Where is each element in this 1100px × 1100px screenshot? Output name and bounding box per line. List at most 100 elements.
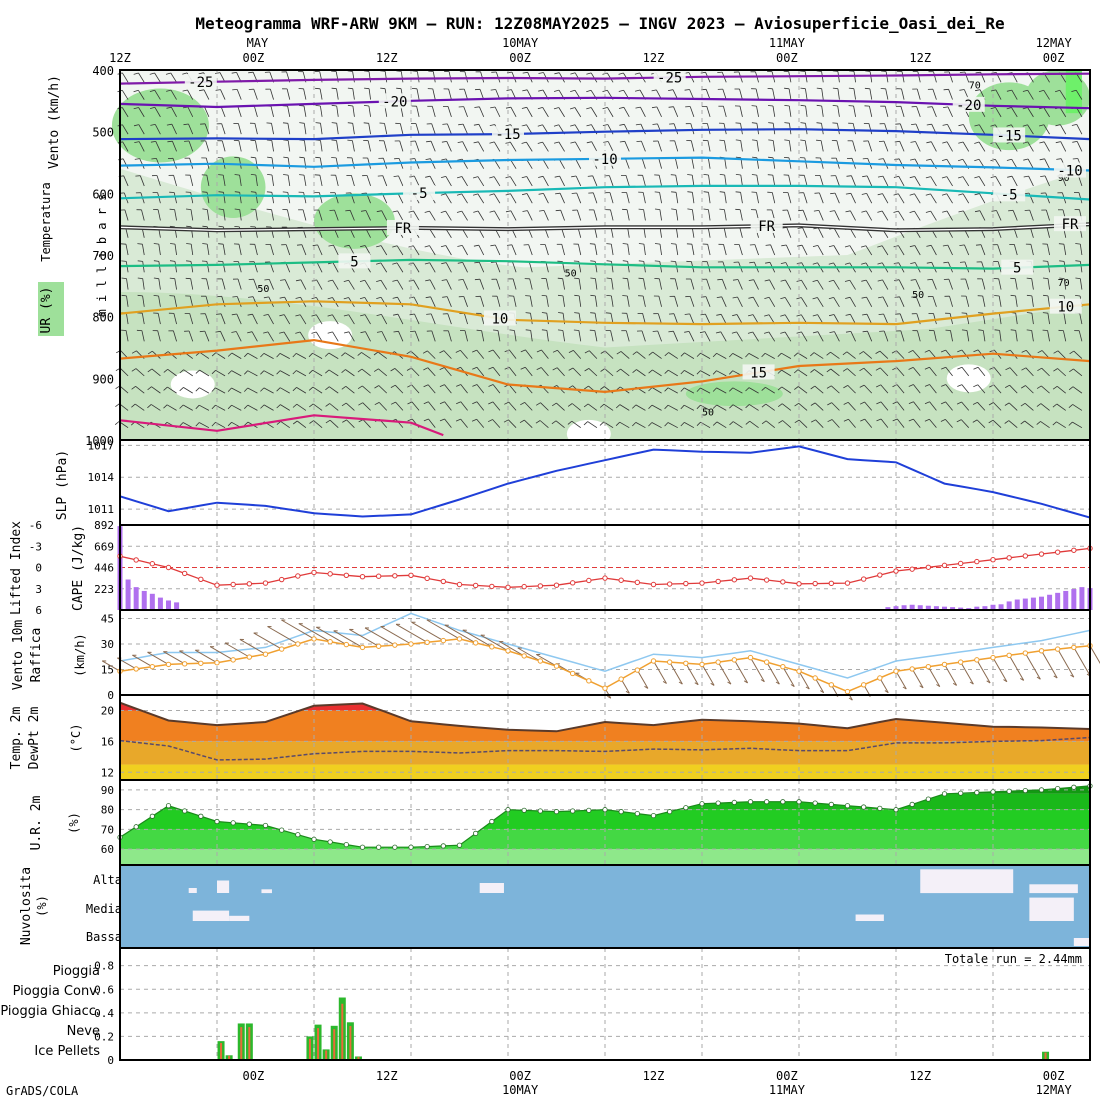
wind-barb-flag — [892, 418, 898, 422]
wind-point — [796, 668, 802, 674]
wind-barb — [1079, 244, 1083, 256]
wind-barb — [446, 141, 452, 152]
wind-barb-flag — [115, 403, 120, 408]
wind-barb — [805, 88, 808, 100]
cape-bar — [1022, 598, 1028, 610]
wind-barb-flag — [957, 349, 963, 353]
wind-barb-flag — [956, 419, 962, 423]
wind-barb-flag — [234, 226, 240, 228]
wind-barb-flag — [215, 330, 221, 333]
wind-barb — [965, 296, 970, 307]
wind-barb-flag — [537, 124, 543, 127]
wind-point — [860, 682, 867, 688]
wind-barb — [848, 419, 856, 428]
isotherm-label: -10 — [1057, 164, 1082, 180]
cape-bar — [1079, 587, 1085, 610]
wind-barb — [627, 278, 630, 290]
wind-barb-flag — [845, 313, 851, 316]
wind-barb — [641, 158, 646, 169]
wind-barb-flag — [423, 384, 429, 388]
wind-barb — [964, 244, 970, 256]
wind-barb-flag — [488, 384, 494, 387]
wind-barb — [896, 418, 905, 428]
wind-barb — [981, 278, 986, 290]
wind-barb-flag — [1069, 350, 1075, 355]
wind-barb-flag — [973, 349, 979, 353]
wind-barb — [961, 366, 970, 377]
wind-barb-flag — [131, 403, 136, 408]
wind-barb — [732, 387, 743, 394]
wind-barb-flag — [908, 418, 914, 422]
wind-barbs — [114, 70, 1083, 429]
wind-arrow — [733, 659, 749, 684]
wind-barb-flag — [940, 401, 946, 405]
wind-barb — [299, 331, 307, 342]
wind-barb-flag — [1020, 385, 1026, 389]
wind-barb-flag — [227, 370, 232, 375]
wind-barb-flag — [474, 278, 480, 281]
wind-barb — [126, 295, 129, 307]
wind-barb — [684, 422, 695, 429]
wind-barb — [627, 261, 630, 273]
wind-barb — [429, 210, 436, 221]
wind-barb-flag — [283, 139, 289, 141]
wind-barb — [817, 245, 824, 256]
cape-bar — [1071, 589, 1077, 610]
cape-bar — [909, 604, 915, 610]
rh-shading-90 — [200, 156, 266, 219]
wind-barb-flag — [800, 104, 806, 107]
wind-barb — [737, 279, 743, 290]
wind-barb-flag — [784, 105, 790, 107]
wind-barb — [684, 352, 695, 359]
wind-barb — [947, 106, 953, 118]
wind-barb-flag — [615, 421, 620, 426]
axis-label: SLP (hPa) — [55, 450, 70, 520]
wind-barb — [270, 106, 274, 117]
wind-barb — [414, 158, 420, 169]
rh-point — [812, 800, 818, 806]
wind-barb-flag — [331, 122, 337, 124]
wind-barb — [901, 71, 905, 83]
wind-barb-flag — [751, 122, 757, 124]
wind-point — [359, 644, 366, 651]
wind-arrow — [960, 661, 974, 685]
wind-arrow-head — [1020, 677, 1024, 681]
wind-barb-flag — [376, 296, 382, 299]
wind-barb — [945, 366, 953, 377]
wind-barb-flag — [234, 174, 240, 176]
lifted-index-point — [650, 581, 657, 588]
wind-barb-flag — [376, 314, 382, 316]
cape-bar — [1047, 594, 1053, 610]
wind-barb-flag — [961, 329, 968, 331]
wind-barb — [588, 368, 598, 377]
wind-barb-flag — [364, 87, 370, 90]
wind-barb — [834, 210, 840, 221]
wind-barb — [1063, 244, 1067, 256]
wind-arrow — [636, 669, 649, 689]
wind-barb — [592, 175, 598, 187]
wind-barb — [684, 387, 695, 394]
wind-barb — [852, 140, 856, 152]
wind-barb — [865, 245, 873, 256]
wind-barb-flag — [519, 419, 525, 424]
wind-barb-flag — [587, 175, 593, 177]
wind-barb-flag — [1022, 141, 1028, 144]
wind-barb — [1078, 330, 1083, 342]
wind-barb-flag — [654, 243, 661, 245]
wind-barb — [997, 244, 1002, 256]
wind-barb-flag — [455, 418, 461, 422]
wind-barb — [199, 387, 210, 394]
wind-barb-flag — [558, 312, 564, 314]
wind-arrow-head — [790, 684, 795, 688]
wind-barb — [366, 175, 371, 187]
cape-bar — [974, 606, 980, 610]
rh-tick-label: 60 — [101, 843, 114, 856]
wind-barb — [756, 175, 759, 186]
slp-line — [119, 445, 1091, 519]
lifted-index-point — [489, 583, 495, 590]
wind-barb — [737, 296, 743, 307]
wind-barb-flag — [1004, 402, 1010, 406]
wind-barb — [640, 106, 646, 118]
wind-barb — [271, 174, 274, 186]
